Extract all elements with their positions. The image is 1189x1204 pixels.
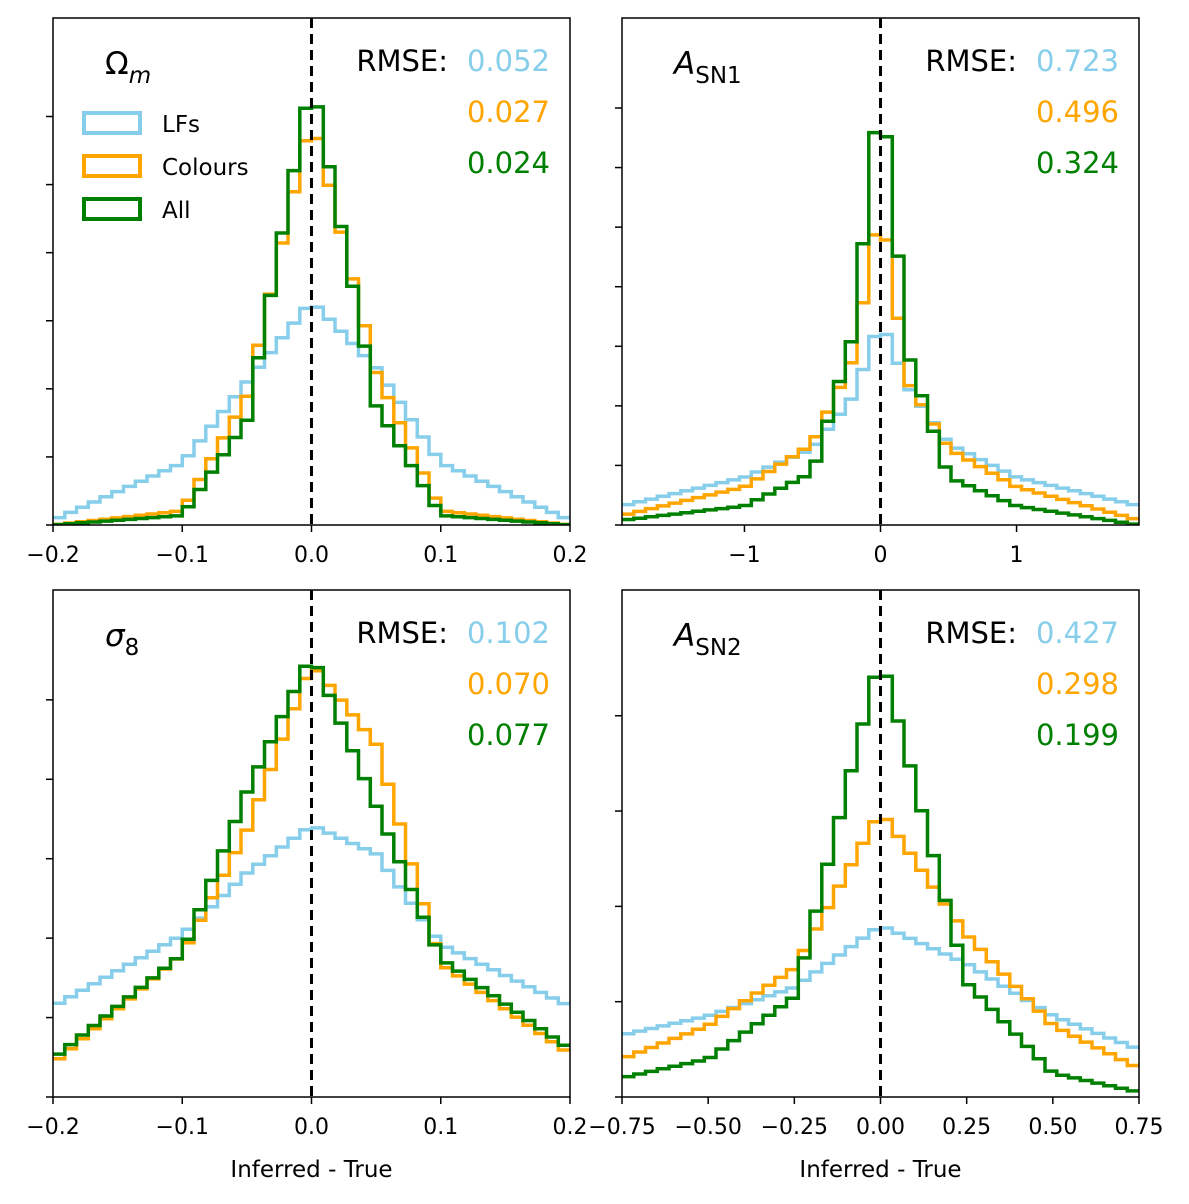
legend-swatch-colours — [82, 154, 142, 178]
rmse-value-colours: 0.298 — [1036, 667, 1119, 701]
series-lfs — [622, 332, 1139, 507]
panel-3: −0.2 −0.1 0.0 0.1 0.2 Inferred - True σ8 0.102 0… — [26, 589, 588, 1183]
rmse-value-lfs: 0.102 — [467, 616, 550, 650]
rmse-label: RMSE: — [356, 616, 448, 650]
x-tick-label: 0.0 — [294, 543, 329, 568]
x-tick-label: −0.1 — [156, 543, 209, 568]
panel-1: −0.2 −0.1 0.0 0.1 0.2 Ωm 0.052 0.027 0.024 RMSE: L… — [26, 17, 588, 568]
x-tick-label: 0.2 — [553, 543, 588, 568]
x-tick-label: −0.50 — [674, 1115, 741, 1140]
legend-label-colours: Colours — [162, 155, 249, 181]
parameter-label: ASN1 — [672, 46, 742, 89]
rmse-value-all: 0.199 — [1036, 718, 1119, 752]
parameter-label: ASN2 — [672, 618, 742, 661]
x-tick-label: 0.1 — [423, 543, 458, 568]
x-axis-label: Inferred - True — [230, 1157, 392, 1183]
x-tick-label: −0.2 — [26, 1115, 79, 1140]
rmse-label: RMSE: — [925, 44, 1017, 78]
legend: LFs Colours All — [82, 111, 249, 224]
x-tick-label: 0.00 — [856, 1115, 905, 1140]
rmse-value-all: 0.024 — [467, 146, 550, 180]
x-tick-label: 0.2 — [553, 1115, 588, 1140]
series-colours — [622, 233, 1139, 521]
rmse-value-colours: 0.496 — [1036, 95, 1119, 129]
rmse-value-colours: 0.070 — [467, 667, 550, 701]
parameter-label: σ8 — [105, 618, 139, 661]
x-tick-label: −0.25 — [761, 1115, 828, 1140]
panel-2: −1 0 1 ASN1 0.723 0.496 0.324 RMSE: — [615, 17, 1140, 568]
legend-swatch-lfs — [82, 111, 142, 135]
parameter-label: Ωm — [105, 46, 151, 89]
x-tick-label: −0.75 — [588, 1115, 655, 1140]
x-tick-label: −1 — [728, 543, 760, 568]
rmse-value-colours: 0.027 — [467, 95, 550, 129]
series-all — [53, 664, 570, 1056]
rmse-label: RMSE: — [356, 44, 448, 78]
panel-4: −0.75 −0.50 −0.25 0.00 0.25 0.50 0.75 Inferred … — [588, 589, 1164, 1183]
x-tick-label: −0.1 — [156, 1115, 209, 1140]
x-tick-label: 0.0 — [294, 1115, 329, 1140]
rmse-value-all: 0.324 — [1036, 146, 1119, 180]
series-lfs — [53, 826, 570, 1006]
rmse-value-lfs: 0.052 — [467, 44, 550, 78]
x-tick-label: 0.25 — [942, 1115, 991, 1140]
x-tick-label: −0.2 — [26, 543, 79, 568]
legend-swatch-all — [82, 197, 142, 221]
x-tick-label: 0.75 — [1115, 1115, 1164, 1140]
x-tick-label: 0.50 — [1028, 1115, 1077, 1140]
x-axis-label: Inferred - True — [799, 1157, 961, 1183]
rmse-value-lfs: 0.723 — [1036, 44, 1119, 78]
x-tick-label: 0 — [874, 543, 888, 568]
x-tick-label: 1 — [1010, 543, 1024, 568]
legend-label-lfs: LFs — [162, 112, 200, 138]
x-tick-label: 0.1 — [423, 1115, 458, 1140]
legend-label-all: All — [162, 198, 191, 224]
rmse-value-lfs: 0.427 — [1036, 616, 1119, 650]
rmse-label: RMSE: — [925, 616, 1017, 650]
rmse-value-all: 0.077 — [467, 718, 550, 752]
